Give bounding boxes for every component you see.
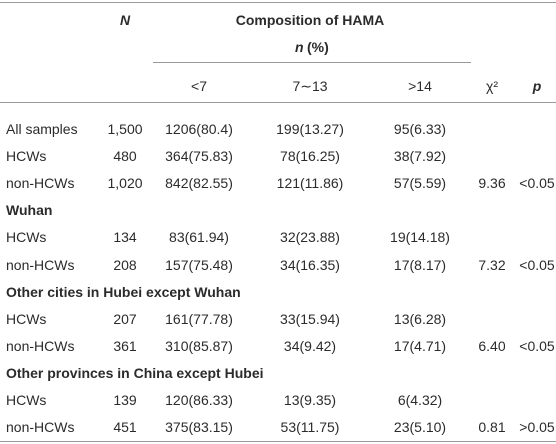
cell-mid: 78(16.25) <box>280 148 340 165</box>
cell-gt14: 38(7.92) <box>393 148 447 165</box>
cell-chi2: 7.32 <box>478 256 506 273</box>
section-title: Other cities in Hubei except Wuhan <box>6 283 241 300</box>
cell-gt14: 17(4.71) <box>393 337 447 354</box>
section-title: Wuhan <box>6 202 53 219</box>
cell-n: 480 <box>113 148 137 165</box>
cell-chi2: 0.81 <box>478 419 506 436</box>
cell-p: <0.05 <box>519 175 555 192</box>
column-header: 7∼13 <box>292 78 328 94</box>
cell-lt7: 842(82.55) <box>165 175 233 192</box>
cell-mid: 33(15.94) <box>280 310 340 327</box>
column-header: <7 <box>191 78 207 94</box>
row-label: non-HCWs <box>6 419 75 436</box>
cell-p: >0.05 <box>519 419 555 436</box>
cell-gt14: 17(8.17) <box>393 256 447 273</box>
cell-p: <0.05 <box>519 337 555 354</box>
column-header: p <box>532 78 542 94</box>
cell-gt14: 95(6.33) <box>393 121 447 137</box>
cell-gt14: 57(5.59) <box>393 175 447 192</box>
cell-n: 1,020 <box>107 175 143 192</box>
cell-lt7: 157(75.48) <box>165 256 233 273</box>
cell-p: <0.05 <box>519 256 555 273</box>
cell-n: 451 <box>113 419 137 436</box>
row-label: All samples <box>6 121 78 137</box>
row-label: non-HCWs <box>6 256 75 273</box>
cell-gt14: 19(14.18) <box>390 229 450 246</box>
cell-lt7: 310(85.87) <box>165 337 233 354</box>
cell-mid: 34(9.42) <box>283 337 337 354</box>
cell-gt14: 6(4.32) <box>397 392 443 408</box>
cell-mid: 199(13.27) <box>276 121 344 137</box>
cell-lt7: 1206(80.4) <box>165 121 233 137</box>
cell-gt14: 23(5.10) <box>393 419 447 436</box>
row-label: non-HCWs <box>6 175 75 192</box>
bottom-rule <box>0 441 556 442</box>
cell-n: 134 <box>113 229 137 246</box>
cell-lt7: 375(83.15) <box>165 419 233 436</box>
column-header: >14 <box>408 78 432 94</box>
cell-n: 207 <box>113 310 137 327</box>
cell-mid: 34(16.35) <box>280 256 340 273</box>
cell-lt7: 83(61.94) <box>169 229 229 246</box>
header-n-italic: n <box>295 39 304 55</box>
header-pct: (%) <box>307 39 329 55</box>
cell-lt7: 364(75.83) <box>165 148 233 165</box>
cell-mid: 53(11.75) <box>280 419 340 436</box>
header-composition: Composition of HAMA <box>235 12 385 28</box>
cell-n: 1,500 <box>107 121 143 137</box>
cell-n: 361 <box>113 337 137 354</box>
header-n: N <box>119 12 131 28</box>
cell-chi2: 9.36 <box>478 175 506 192</box>
row-label: HCWs <box>6 229 47 246</box>
row-label: HCWs <box>6 310 47 327</box>
cell-chi2: 6.40 <box>478 337 506 354</box>
cell-gt14: 13(6.28) <box>393 310 447 327</box>
span-rule <box>153 62 471 63</box>
column-header: χ² <box>485 78 499 94</box>
row-label: HCWs <box>6 392 47 408</box>
cell-lt7: 161(77.78) <box>165 310 233 327</box>
cell-n: 139 <box>113 392 137 408</box>
row-label: non-HCWs <box>6 337 75 354</box>
cell-n: 208 <box>113 256 137 273</box>
section-title: Other provinces in China except Hubei <box>6 364 264 381</box>
top-rule <box>0 2 556 3</box>
cell-mid: 13(9.35) <box>283 392 337 408</box>
row-label: HCWs <box>6 148 47 165</box>
cell-lt7: 120(86.33) <box>165 392 233 408</box>
header-rule <box>0 102 556 103</box>
cell-mid: 32(23.88) <box>280 229 340 246</box>
cell-mid: 121(11.86) <box>276 175 344 192</box>
